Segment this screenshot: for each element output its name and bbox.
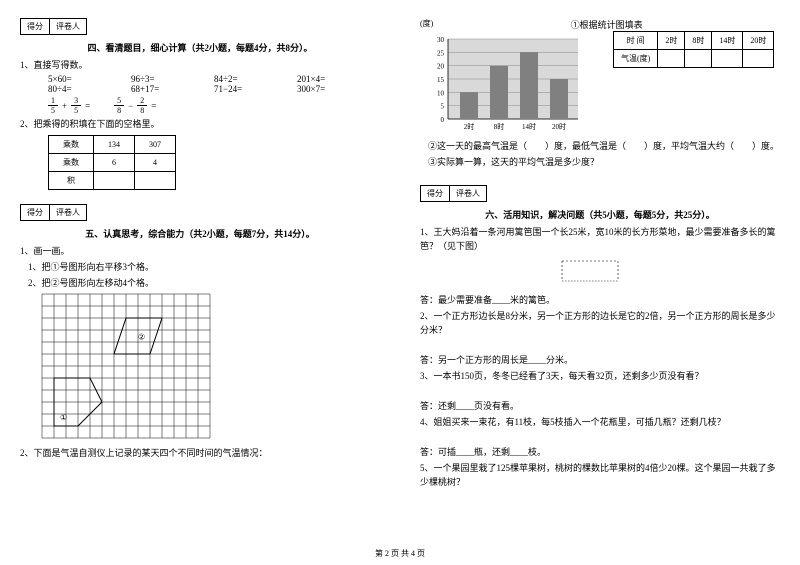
calc-cell: 96÷3= [131, 74, 214, 84]
table-row: 时 间2时8时14时20时 [614, 32, 774, 50]
q5-2: 2、下面是气温自测仪上记录的某天四个不同时间的气温情况： [20, 446, 380, 460]
eq-op: = [85, 101, 90, 111]
chart-area: 30 25 20 15 10 5 0 2时 8时 14时 20时 时 间2时8时14时20时 气温(… [420, 31, 780, 137]
svg-text:30: 30 [437, 36, 445, 44]
a6-2: 答：另一个正方形的周长是____分米。 [420, 353, 780, 367]
svg-text:15: 15 [437, 76, 445, 84]
score-box: 得分 评卷人 [20, 204, 87, 221]
table-row: 积 [49, 172, 176, 190]
frac-row: 15 + 35 = 58 − 28 = [20, 96, 380, 115]
q6-1: 1、王大妈沿着一条河用篱笆围一个长25米，宽10米的长方形菜地，最少需要准备多长… [420, 225, 780, 253]
minus-op: − [128, 101, 133, 111]
svg-text:②: ② [138, 333, 145, 342]
calc-cell: 5×60= [48, 74, 131, 84]
fraction: 58 [114, 96, 124, 115]
calc-cell: 201×4= [297, 74, 380, 84]
temperature-table: 时 间2时8时14时20时 气温(度) [613, 31, 774, 68]
score-label: 得分 [21, 205, 50, 220]
q6-4: 4、姐姐买来一束花，有11枝，每5枝插入一个花瓶里，可插几瓶？还剩几枝？ [420, 415, 780, 429]
svg-text:20时: 20时 [552, 122, 566, 131]
grader-label: 评卷人 [450, 186, 486, 201]
q5-1: 1、画一画。 [20, 244, 380, 258]
fraction: 15 [48, 96, 58, 115]
calc-cell: 84÷2= [214, 74, 297, 84]
left-column: 得分 评卷人 四、看清题目，细心计算（共2小题，每题4分，共8分）。 1、直接写… [0, 0, 400, 565]
table-row: 乘数64 [49, 154, 176, 172]
score-label: 得分 [21, 19, 50, 34]
eq-op: = [151, 101, 156, 111]
calc-cell: 80÷4= [48, 84, 131, 94]
fraction: 35 [71, 96, 81, 115]
temperature-bar-chart: 30 25 20 15 10 5 0 2时 8时 14时 20时 [420, 31, 595, 137]
svg-text:5: 5 [441, 103, 445, 111]
svg-text:8时: 8时 [494, 122, 505, 131]
section-6-title: 六、活用知识，解决问题（共5小题，每题5分，共25分）。 [420, 208, 780, 221]
svg-text:25: 25 [437, 49, 445, 57]
svg-text:14时: 14时 [522, 122, 536, 131]
svg-text:2时: 2时 [464, 122, 475, 131]
score-box: 得分 评卷人 [20, 18, 87, 35]
svg-text:20: 20 [437, 63, 445, 71]
calc-cell: 71−24= [214, 84, 297, 94]
svg-text:10: 10 [437, 89, 445, 97]
table-row: 气温(度) [614, 50, 774, 68]
chart-q2: ②这一天的最高气温是（ ）度，最低气温是（ ）度，平均气温大约（ ）度。 [420, 139, 780, 153]
grader-label: 评卷人 [50, 19, 86, 34]
a6-3: 答：还剩____页没有看。 [420, 399, 780, 413]
q5-1b: 2、把②号图形向左移动4个格。 [20, 276, 380, 290]
product-table: 乘数134307 乘数64 积 [48, 135, 176, 190]
chart-title: ①根据统计图填表 [433, 18, 780, 31]
q6-5: 5、一个果园里栽了125棵苹果树，桃树的棵数比苹果树的4倍少20棵。这个果园一共… [420, 461, 780, 489]
y-axis-label: (度) [420, 18, 433, 29]
chart-q3: ③实际算一算，这天的平均气温是多少度？ [420, 155, 780, 169]
calc-cell: 300×7= [297, 84, 380, 94]
a6-4: 答：可插____瓶，还剩____枝。 [420, 445, 780, 459]
fence-diagram [560, 259, 620, 285]
q4-2: 2、把乘得的积填在下面的空格里。 [20, 117, 380, 131]
section-5-title: 五、认真思考，综合能力（共2小题，每题7分，共14分）。 [20, 227, 380, 240]
q5-1a: 1、把①号图形向右平移3个格。 [20, 260, 380, 274]
svg-text:0: 0 [441, 116, 445, 124]
grader-label: 评卷人 [50, 205, 86, 220]
plus-op: + [62, 101, 67, 111]
a6-1: 答：最少需要准备____米的篱笆。 [420, 293, 780, 307]
calc-row-2: 80÷4= 68+17= 71−24= 300×7= [20, 84, 380, 94]
right-column: (度) ①根据统计图填表 30 25 20 15 10 5 0 2时 8时 14时 20时 时 间2… [400, 0, 800, 565]
svg-text:①: ① [60, 413, 67, 422]
page-footer: 第 2 页 共 4 页 [0, 548, 800, 559]
translation-grid: ②① [40, 292, 220, 442]
score-box: 得分 评卷人 [420, 185, 487, 202]
table-row: 乘数134307 [49, 136, 176, 154]
calc-row-1: 5×60= 96÷3= 84÷2= 201×4= [20, 74, 380, 84]
score-label: 得分 [421, 186, 450, 201]
q4-1: 1、直接写得数。 [20, 58, 380, 72]
fraction: 28 [137, 96, 147, 115]
q6-2: 2、一个正方形边长是8分米，另一个正方形的边长是它的2倍，另一个正方形的周长是多… [420, 309, 780, 337]
section-4-title: 四、看清题目，细心计算（共2小题，每题4分，共8分）。 [20, 41, 380, 54]
q6-3: 3、一本书150页，冬冬已经看了3天，每天看32页，还剩多少页没有看？ [420, 369, 780, 383]
calc-cell: 68+17= [131, 84, 214, 94]
